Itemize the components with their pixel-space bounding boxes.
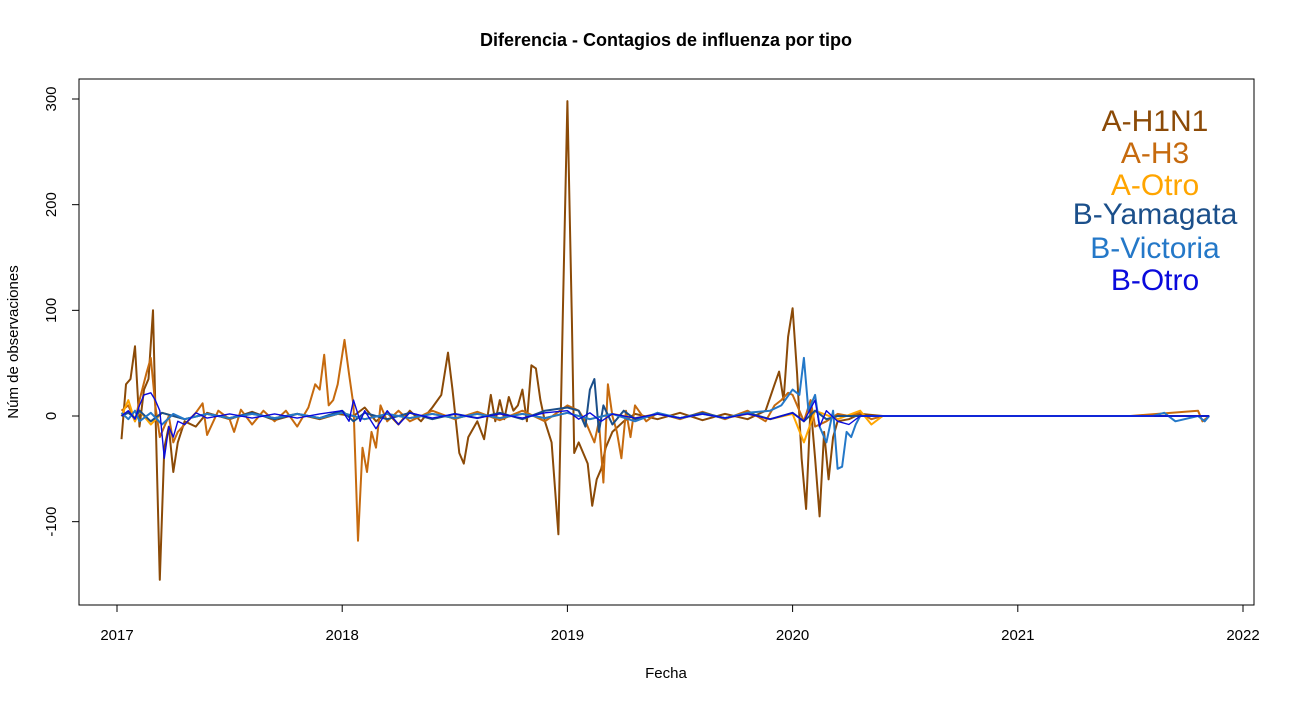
series-line-a-h3 [120,338,1210,542]
series-line-b-yamagata [121,378,1210,433]
y-tick-label: 0 [43,412,60,420]
plot-frame [78,78,1255,606]
chart-title: Diferencia - Contagios de influenza por … [480,30,852,50]
y-tick-label: -100 [43,507,60,537]
series-line-b-otro [121,392,1210,459]
legend-entry-a-h3: A-H3 [1121,137,1189,170]
series-line-b-victoria [120,356,1210,470]
legend-entry-b-yamagata: B-Yamagata [1073,198,1238,231]
x-tick-label: 2021 [1001,627,1034,644]
x-tick-label: 2020 [776,627,809,644]
x-tick-label: 2022 [1226,627,1259,644]
series-line-a-otro [120,399,1210,444]
legend-entry-a-otro: A-Otro [1111,169,1199,202]
x-tick-label: 2019 [551,627,584,644]
legend-entry-b-otro: B-Otro [1111,264,1199,297]
y-axis-label: Núm de observaciones [5,265,22,418]
series-line-a-h1n1 [120,100,1210,581]
legend: A-H1N1A-H3A-OtroB-YamagataB-VictoriaB-Ot… [1073,105,1238,297]
y-tick-label: 100 [43,298,60,323]
y-tick-label: 200 [43,192,60,217]
series-layer [120,100,1210,581]
x-axis: 2017 2018 2019 2020 2021 2022 [100,604,1260,644]
y-axis: -100 0 100 200 300 [43,86,80,537]
x-tick-label: 2017 [100,627,133,644]
y-tick-label: 300 [43,86,60,111]
x-tick-label: 2018 [326,627,359,644]
legend-entry-b-victoria: B-Victoria [1090,232,1220,265]
x-axis-label: Fecha [645,665,687,682]
legend-entry-a-h1n1: A-H1N1 [1102,105,1209,138]
